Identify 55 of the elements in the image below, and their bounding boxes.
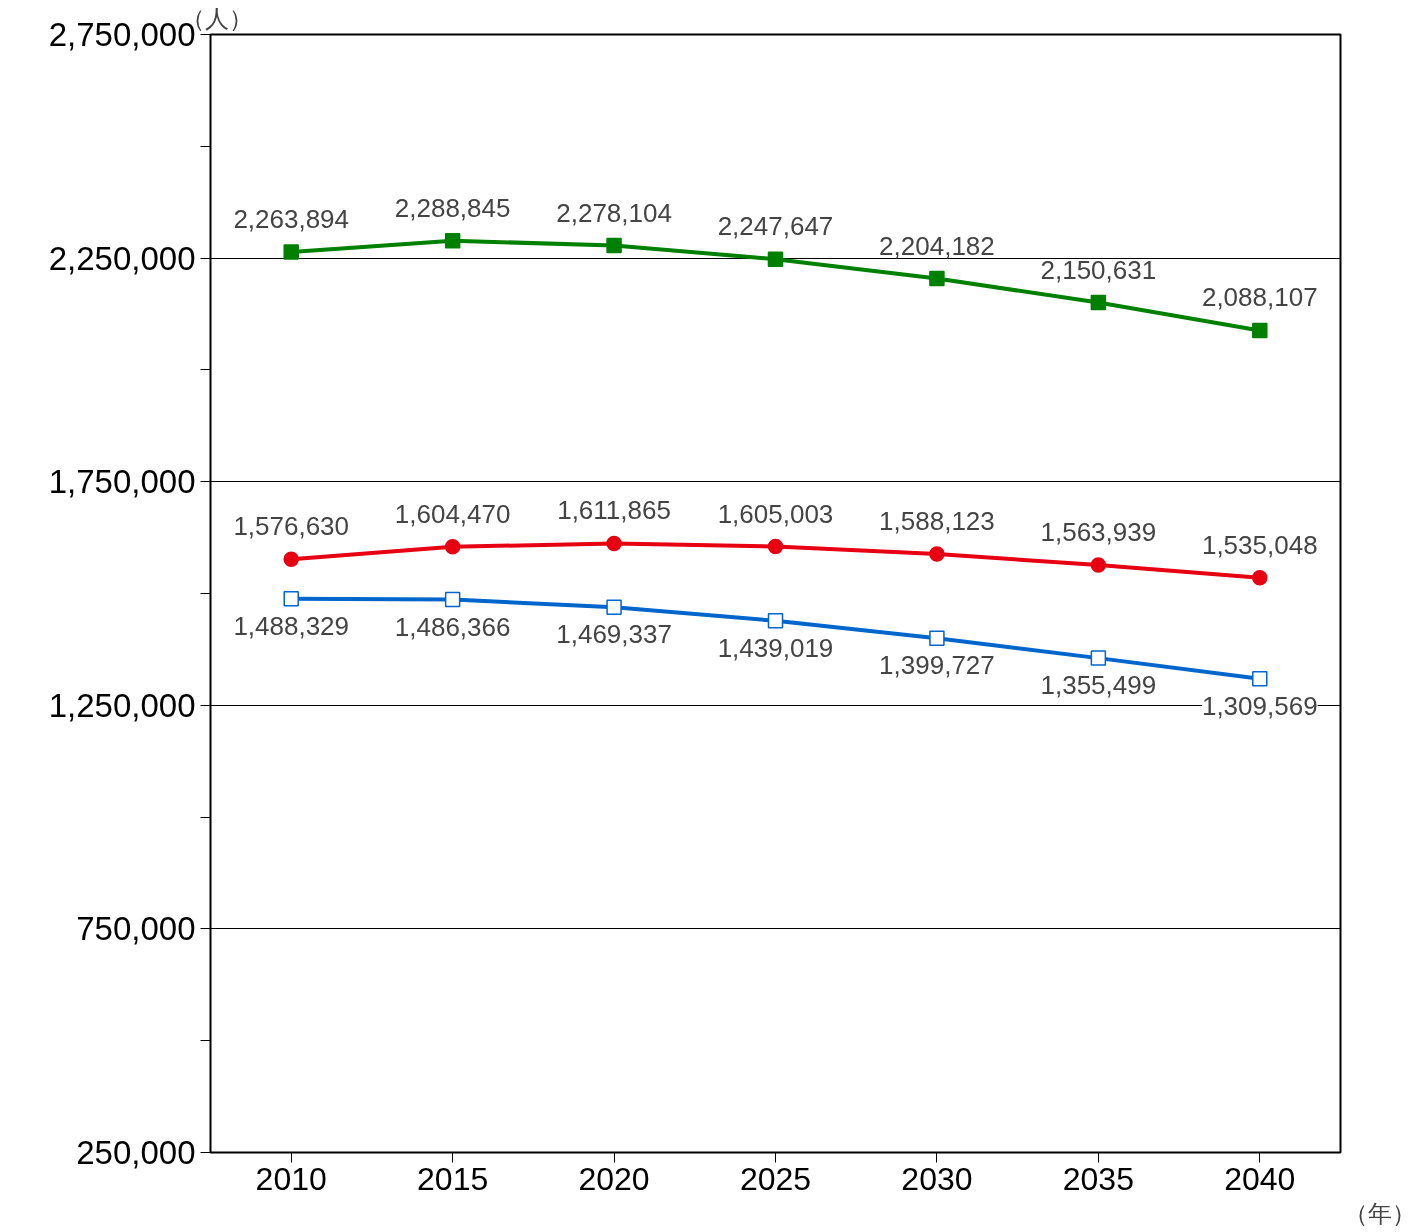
point [767,538,784,555]
point [929,630,945,647]
point [1252,322,1268,339]
data-label: 2,204,182 [879,230,995,261]
data-label: 1,588,123 [879,506,995,537]
data-label: 1,469,337 [556,619,672,650]
point [1090,650,1107,666]
y-tick-label: 250,000 [76,1134,196,1171]
x-tick-label: 2030 [901,1160,973,1197]
point [1090,294,1107,311]
point [283,551,299,567]
data-label: 1,355,499 [1040,670,1157,701]
data-label: 1,611,865 [557,495,671,526]
data-label: 2,088,107 [1201,282,1318,313]
point [1252,570,1268,586]
point [767,613,784,629]
x-tick-label: 2020 [578,1160,650,1197]
point [444,232,461,249]
point [767,251,784,267]
data-label: 1,605,003 [717,498,834,529]
y-tick-label: 1,250,000 [48,686,196,724]
data-label: 2,278,104 [556,197,672,228]
y-tick-label: 2,250,000 [48,239,196,277]
point [929,270,945,287]
point [1252,670,1268,687]
point [606,237,622,254]
data-label: 1,309,569 [1201,690,1318,721]
x-tick-label: 2040 [1224,1160,1296,1197]
point [929,546,945,562]
data-label: 1,486,366 [394,611,511,642]
data-label: 1,488,329 [233,610,350,641]
point [444,591,461,608]
point [283,244,299,260]
data-label: 1,399,727 [879,650,995,681]
data-label: 2,247,647 [717,211,834,242]
data-label: 1,439,019 [717,632,834,663]
data-label: 1,563,939 [1040,516,1157,547]
x-tick-label: 2010 [255,1160,327,1197]
point [444,539,461,555]
point [606,535,622,552]
x-tick-label: 2025 [739,1160,812,1197]
data-label: 1,576,630 [233,511,350,542]
x-tick-label: 2035 [1062,1160,1134,1197]
data-label: 1,535,048 [1201,529,1318,560]
x-tick-label: 2015 [417,1160,489,1197]
y-tick-label: 750,000 [76,910,196,948]
y-tick-label: 1,750,000 [48,463,196,501]
data-label: 1,604,470 [394,498,511,529]
data-label: 2,150,631 [1040,254,1157,285]
data-label: 2,263,894 [233,203,350,234]
point [283,590,299,607]
point [606,599,622,615]
data-label: 2,288,845 [394,192,511,223]
point [1090,557,1107,573]
x-axis-title: （年） [1343,1199,1416,1228]
